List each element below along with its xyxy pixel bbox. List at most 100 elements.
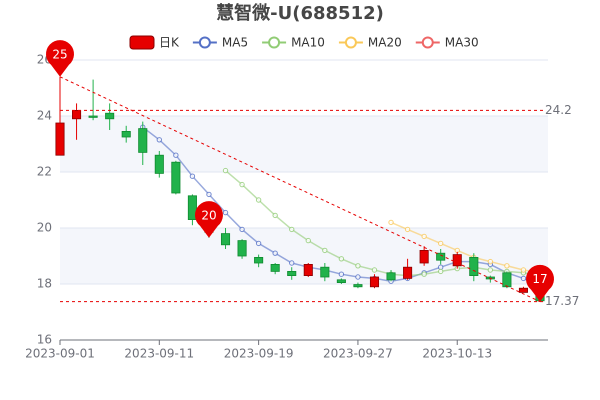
candle-body [320, 266, 330, 278]
legend-label: MA5 [222, 36, 248, 50]
ma-point [255, 197, 262, 203]
candle-body [469, 256, 479, 276]
x-tick-label: 2023-10-13 [422, 347, 492, 361]
split-area [60, 284, 548, 340]
candle-body [369, 276, 380, 288]
ma-point [272, 212, 278, 219]
candle-body [436, 252, 446, 261]
ma-point [289, 226, 295, 233]
ma-point [520, 267, 527, 273]
y-tick-label: 20 [37, 221, 52, 235]
ma-point [338, 271, 345, 277]
legend-swatch [129, 35, 155, 50]
candle-body [88, 115, 98, 118]
mark-pin [194, 201, 223, 238]
ma-point [388, 219, 394, 226]
candle-body [270, 263, 280, 272]
candle-body [105, 112, 115, 120]
candle-body [237, 240, 247, 257]
legend-swatch [421, 36, 434, 49]
ma-point [437, 240, 444, 247]
legend-swatch [198, 36, 211, 49]
candle-body [220, 233, 231, 246]
mark-pin [526, 264, 555, 302]
legend-item[interactable]: MA5 [192, 36, 248, 50]
legend-label: MA20 [368, 36, 402, 50]
legend-label: MA30 [445, 36, 479, 50]
ma-point [206, 191, 212, 198]
ma-point [355, 263, 361, 269]
x-tick-label: 2023-09-11 [124, 347, 194, 361]
mark-pin-label: 25 [52, 47, 67, 61]
ma-point [421, 271, 427, 277]
candle-body [55, 122, 65, 156]
ma-point [421, 233, 427, 240]
ma-point [222, 167, 229, 174]
split-area [60, 172, 548, 228]
ma-point [504, 263, 510, 269]
ma-point [338, 256, 345, 262]
ma-line [390, 221, 541, 274]
ma-point [173, 152, 179, 158]
ma-line [225, 170, 541, 277]
y-tick-label: 18 [37, 277, 52, 291]
y-tick-label: 22 [37, 165, 52, 179]
candle-body [403, 266, 413, 279]
chart-title: 慧智微-U(688512) [216, 2, 384, 24]
candle-body [154, 154, 164, 174]
ma-point [371, 267, 378, 273]
ma-point [289, 260, 295, 266]
legend-swatch [268, 36, 281, 49]
mark-pin-label: 20 [201, 208, 216, 222]
split-area [60, 60, 548, 116]
candle-body [303, 263, 313, 276]
ma-point [437, 268, 444, 275]
candle-body [171, 161, 181, 194]
mark-line-label: 17.37 [545, 294, 579, 308]
candle-body [254, 256, 264, 264]
candle-body [72, 110, 82, 120]
legend-item[interactable]: 日K [129, 35, 180, 50]
ma-point [255, 240, 262, 247]
y-tick-label: 16 [37, 333, 52, 347]
candle-body [121, 130, 131, 138]
legend-label: MA10 [291, 36, 325, 50]
candle-body [419, 249, 429, 264]
mark-pin-label: 17 [532, 272, 547, 286]
legend-label: 日K [159, 36, 180, 50]
ma-point [355, 274, 361, 280]
legend-item[interactable]: MA30 [415, 36, 479, 50]
ma-point [322, 247, 328, 254]
x-tick-label: 2023-09-01 [25, 347, 95, 361]
ma-point [189, 173, 196, 179]
candle-body [138, 128, 148, 153]
ma-point [156, 137, 163, 143]
ma-point [487, 267, 494, 273]
trend-line [59, 76, 541, 303]
y-tick-label: 24 [37, 109, 52, 123]
candle-body [452, 254, 462, 267]
split-area [60, 116, 548, 172]
ma-point [222, 209, 229, 216]
legend-item[interactable]: MA20 [338, 36, 402, 50]
mark-pin [46, 40, 75, 77]
legend-swatch [344, 36, 357, 49]
candle-body [353, 284, 363, 288]
ma-point [305, 237, 311, 244]
candle-body [336, 279, 346, 283]
candle-body [287, 270, 297, 276]
ma-point [520, 275, 527, 282]
ma-point [272, 250, 278, 256]
x-tick-label: 2023-09-27 [323, 347, 393, 361]
candle-body [386, 272, 396, 281]
legend-item[interactable]: MA10 [262, 36, 325, 50]
candle-body [187, 195, 197, 221]
ma-point [239, 181, 245, 188]
x-tick-label: 2023-09-19 [224, 347, 294, 361]
ma-point [487, 258, 494, 265]
ma-point [404, 226, 411, 233]
candle-body [502, 272, 512, 288]
mark-line-label: 24.2 [545, 103, 572, 117]
candle-body [518, 287, 528, 293]
